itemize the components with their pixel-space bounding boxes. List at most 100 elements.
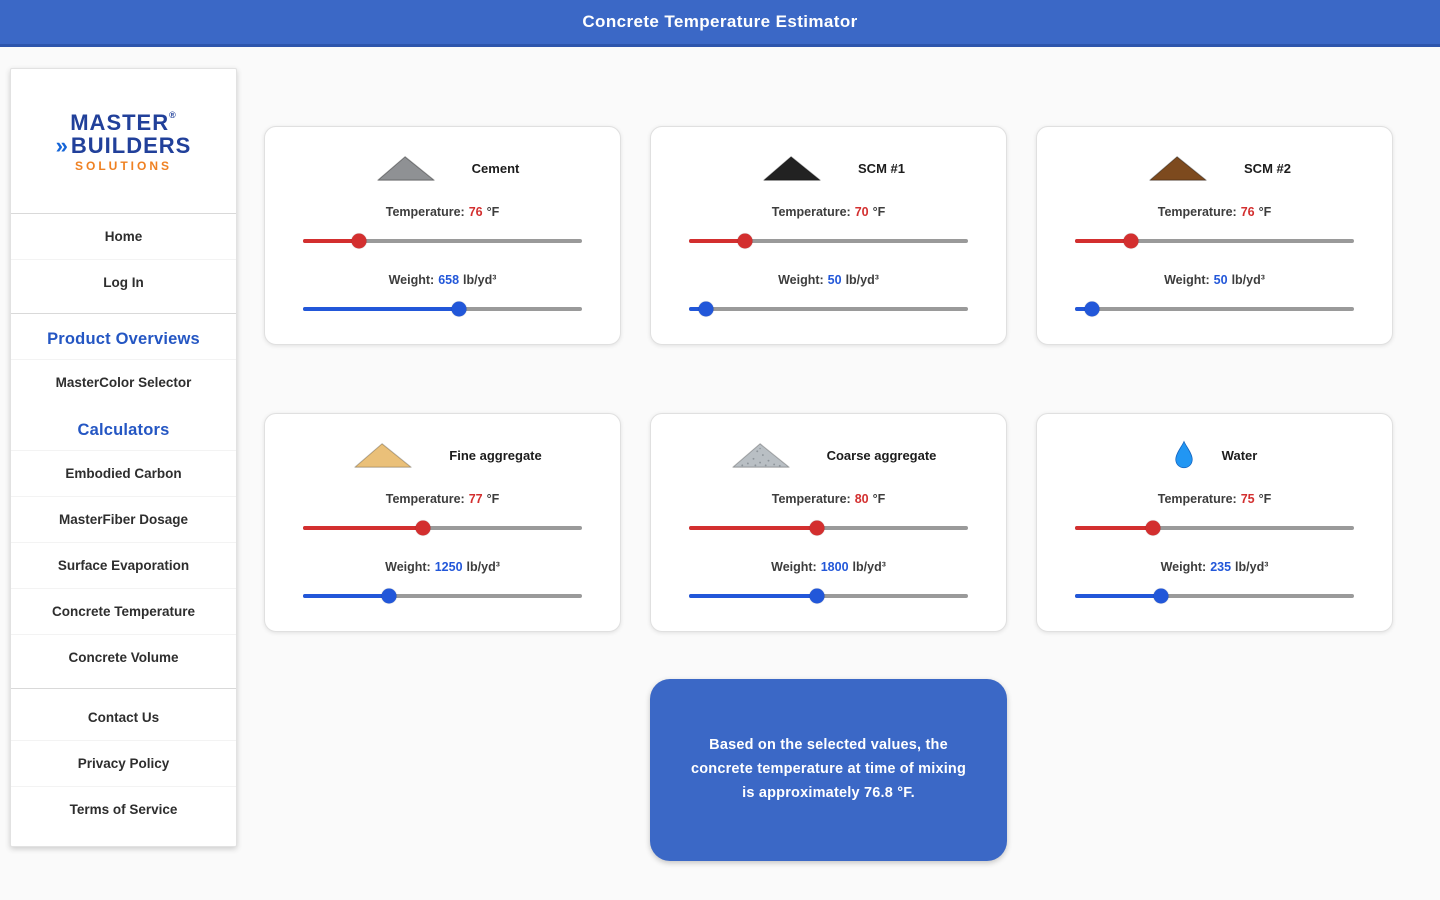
chevrons-icon: » bbox=[55, 133, 69, 159]
result-panel: Based on the selected values, the concre… bbox=[650, 679, 1007, 861]
slider-thumb[interactable] bbox=[809, 520, 825, 536]
sidebar-item-terms-of-service[interactable]: Terms of Service bbox=[11, 786, 236, 832]
material-name: Coarse aggregate bbox=[826, 447, 937, 463]
water-drop-icon bbox=[1175, 440, 1193, 469]
slider-track[interactable] bbox=[1075, 594, 1354, 598]
slider-thumb[interactable] bbox=[1145, 520, 1161, 536]
logo-text-builders: »BUILDERS bbox=[55, 133, 192, 159]
slider-fill bbox=[303, 239, 359, 243]
slider-fill bbox=[1075, 307, 1092, 311]
slider-thumb[interactable] bbox=[809, 588, 825, 604]
sidebar-item-surface-evaporation[interactable]: Surface Evaporation bbox=[11, 542, 236, 588]
weight-slider[interactable] bbox=[303, 588, 582, 604]
temperature-slider[interactable] bbox=[303, 520, 582, 536]
weight-readout: Weight: 50 lb/yd³ bbox=[1164, 273, 1265, 287]
cement-pile-icon bbox=[376, 156, 435, 181]
temperature-readout: Temperature: 76 °F bbox=[1157, 205, 1272, 219]
weight-readout: Weight: 1800 lb/yd³ bbox=[771, 560, 886, 574]
sidebar-item-privacy-policy[interactable]: Privacy Policy bbox=[11, 740, 236, 786]
weight-readout: Weight: 235 lb/yd³ bbox=[1160, 560, 1269, 574]
slider-thumb[interactable] bbox=[1084, 301, 1100, 317]
slider-fill bbox=[689, 307, 706, 311]
material-name: Fine aggregate bbox=[449, 447, 542, 463]
weight-slider[interactable] bbox=[303, 301, 582, 317]
slider-track[interactable] bbox=[689, 526, 968, 530]
page-title: Concrete Temperature Estimator bbox=[582, 12, 858, 31]
scm1-pile-icon bbox=[763, 156, 821, 181]
temperature-readout: Temperature: 76 °F bbox=[385, 205, 500, 219]
slider-track[interactable] bbox=[303, 526, 582, 530]
temperature-slider[interactable] bbox=[1075, 520, 1354, 536]
slider-track[interactable] bbox=[689, 239, 968, 243]
temperature-slider[interactable] bbox=[689, 520, 968, 536]
slider-track[interactable] bbox=[689, 594, 968, 598]
sidebar-item-masterfiber-dosage[interactable]: MasterFiber Dosage bbox=[11, 496, 236, 542]
weight-readout: Weight: 50 lb/yd³ bbox=[778, 273, 879, 287]
slider-track[interactable] bbox=[303, 594, 582, 598]
material-card-water: Water Temperature: 75 °F Weight: 235 lb/yd³ bbox=[1036, 413, 1393, 632]
weight-slider[interactable] bbox=[1075, 301, 1354, 317]
material-name: Water bbox=[1221, 447, 1258, 463]
registered-mark: ® bbox=[169, 110, 177, 120]
material-name: SCM #1 bbox=[858, 160, 905, 176]
sidebar-item-concrete-volume[interactable]: Concrete Volume bbox=[11, 634, 236, 680]
material-card-scm2: SCM #2 Temperature: 76 °F Weight: 50 lb/yd³ bbox=[1036, 126, 1393, 345]
temperature-slider[interactable] bbox=[1075, 233, 1354, 249]
slider-fill bbox=[303, 526, 423, 530]
weight-readout: Weight: 1250 lb/yd³ bbox=[385, 560, 500, 574]
slider-thumb[interactable] bbox=[451, 301, 467, 317]
sidebar-item-concrete-temperature[interactable]: Concrete Temperature bbox=[11, 588, 236, 634]
app-header: Concrete Temperature Estimator bbox=[0, 0, 1440, 47]
divider bbox=[11, 688, 236, 690]
scm2-pile-icon bbox=[1149, 156, 1207, 181]
sidebar-item-home[interactable]: Home bbox=[104, 229, 143, 245]
sidebar: MASTER® »BUILDERS SOLUTIONS Home Log In … bbox=[10, 68, 237, 848]
temperature-readout: Temperature: 75 °F bbox=[1157, 492, 1272, 506]
material-name: Cement bbox=[471, 160, 520, 176]
temperature-readout: Temperature: 70 °F bbox=[771, 205, 886, 219]
sidebar-item-contact-us[interactable]: Contact Us bbox=[87, 710, 160, 726]
slider-fill bbox=[689, 526, 818, 530]
slider-thumb[interactable] bbox=[351, 233, 367, 249]
slider-track[interactable] bbox=[1075, 526, 1354, 530]
slider-thumb[interactable] bbox=[381, 588, 397, 604]
temperature-readout: Temperature: 77 °F bbox=[385, 492, 500, 506]
divider bbox=[11, 313, 236, 315]
slider-thumb[interactable] bbox=[1153, 588, 1169, 604]
sidebar-item-login[interactable]: Log In bbox=[11, 259, 236, 305]
slider-fill bbox=[1075, 239, 1131, 243]
slider-fill bbox=[1075, 526, 1154, 530]
weight-readout: Weight: 658 lb/yd³ bbox=[388, 273, 497, 287]
slider-fill bbox=[689, 594, 818, 598]
logo-text-solutions: SOLUTIONS bbox=[74, 159, 172, 174]
slider-track[interactable] bbox=[1075, 239, 1354, 243]
material-card-fine-aggregate: Fine aggregate Temperature: 77 °F Weight: 1… bbox=[264, 413, 621, 632]
temperature-slider[interactable] bbox=[689, 233, 968, 249]
weight-slider[interactable] bbox=[689, 301, 968, 317]
slider-track[interactable] bbox=[303, 239, 582, 243]
slider-thumb[interactable] bbox=[415, 520, 431, 536]
weight-slider[interactable] bbox=[1075, 588, 1354, 604]
nav-group-top: Home Log In bbox=[11, 214, 236, 313]
fine-aggregate-pile-icon bbox=[354, 443, 412, 468]
slider-thumb[interactable] bbox=[737, 233, 753, 249]
sidebar-item-mastercolor-selector[interactable]: MasterColor Selector bbox=[11, 359, 236, 405]
nav-group-main: Product Overviews MasterColor Selector C… bbox=[11, 314, 236, 688]
nav-heading-calculators: Calculators bbox=[77, 421, 170, 440]
slider-thumb[interactable] bbox=[1123, 233, 1139, 249]
sidebar-item-embodied-carbon[interactable]: Embodied Carbon bbox=[11, 450, 236, 496]
slider-fill bbox=[1075, 594, 1162, 598]
slider-track[interactable] bbox=[1075, 307, 1354, 311]
material-card-scm1: SCM #1 Temperature: 70 °F Weight: 50 lb/yd³ bbox=[650, 126, 1007, 345]
divider bbox=[11, 213, 236, 215]
coarse-aggregate-pile-icon bbox=[731, 443, 790, 468]
material-card-cement: Cement Temperature: 76 °F Weight: 658 lb/yd³ bbox=[264, 126, 621, 345]
temperature-slider[interactable] bbox=[303, 233, 582, 249]
material-name: SCM #2 bbox=[1244, 160, 1291, 176]
slider-track[interactable] bbox=[689, 307, 968, 311]
weight-slider[interactable] bbox=[689, 588, 968, 604]
nav-heading-product-overviews: Product Overviews bbox=[47, 330, 200, 349]
logo-text-master: MASTER® bbox=[70, 110, 177, 135]
slider-thumb[interactable] bbox=[698, 301, 714, 317]
slider-fill bbox=[689, 239, 745, 243]
